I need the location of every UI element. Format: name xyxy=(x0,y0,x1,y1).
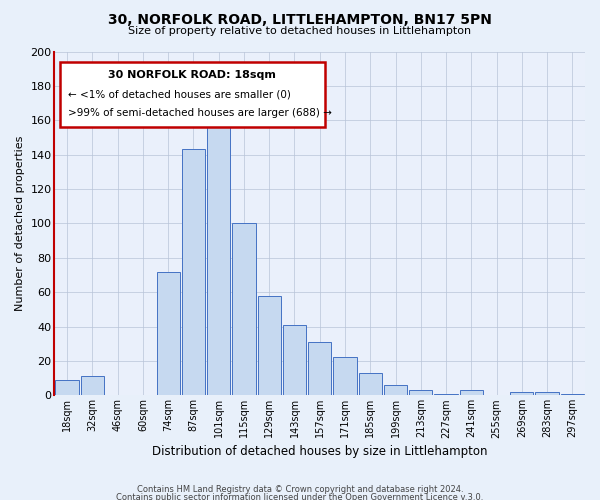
Bar xyxy=(334,358,356,396)
Bar xyxy=(232,224,256,396)
Text: Contains HM Land Registry data © Crown copyright and database right 2024.: Contains HM Land Registry data © Crown c… xyxy=(137,485,463,494)
Bar xyxy=(384,385,407,396)
Bar xyxy=(434,394,458,396)
Text: Size of property relative to detached houses in Littlehampton: Size of property relative to detached ho… xyxy=(128,26,472,36)
Bar xyxy=(207,106,230,396)
FancyBboxPatch shape xyxy=(60,62,325,127)
Bar xyxy=(561,394,584,396)
Bar xyxy=(308,342,331,396)
Text: 30, NORFOLK ROAD, LITTLEHAMPTON, BN17 5PN: 30, NORFOLK ROAD, LITTLEHAMPTON, BN17 5P… xyxy=(108,12,492,26)
Bar xyxy=(157,272,180,396)
Y-axis label: Number of detached properties: Number of detached properties xyxy=(15,136,25,311)
Bar xyxy=(535,392,559,396)
Bar xyxy=(283,325,306,396)
Bar xyxy=(257,296,281,396)
Bar xyxy=(81,376,104,396)
Bar xyxy=(359,373,382,396)
Text: Contains public sector information licensed under the Open Government Licence v.: Contains public sector information licen… xyxy=(116,493,484,500)
Text: >99% of semi-detached houses are larger (688) →: >99% of semi-detached houses are larger … xyxy=(68,108,332,118)
Text: 30 NORFOLK ROAD: 18sqm: 30 NORFOLK ROAD: 18sqm xyxy=(109,70,277,81)
Bar xyxy=(510,392,533,396)
Bar xyxy=(460,390,483,396)
Bar xyxy=(182,150,205,396)
Bar xyxy=(55,380,79,396)
X-axis label: Distribution of detached houses by size in Littlehampton: Distribution of detached houses by size … xyxy=(152,444,487,458)
Bar xyxy=(409,390,433,396)
Text: ← <1% of detached houses are smaller (0): ← <1% of detached houses are smaller (0) xyxy=(68,90,290,100)
